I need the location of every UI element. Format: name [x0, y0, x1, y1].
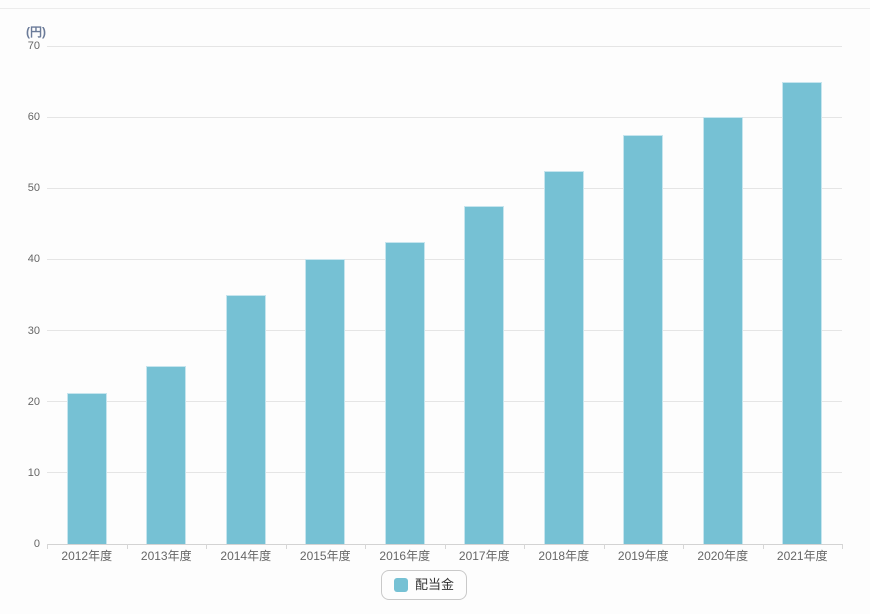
y-tick-label-0: 0	[33, 538, 40, 550]
x-tick-label-2019年度: 2019年度	[617, 549, 669, 563]
legend-item-dividend[interactable]: 配当金	[381, 570, 468, 600]
x-tick-label-2012年度: 2012年度	[61, 549, 113, 563]
legend-swatch-icon	[394, 578, 408, 592]
y-tick-label-50: 50	[27, 182, 40, 195]
y-tick-label-40: 40	[27, 253, 40, 266]
legend-label: 配当金	[415, 577, 455, 592]
x-tick-label-2017年度: 2017年度	[458, 549, 510, 563]
bar-2013年度[interactable]	[146, 366, 187, 544]
y-tick-label-70: 70	[27, 40, 40, 52]
gridline-y-60	[47, 116, 842, 118]
bar-2016年度[interactable]	[384, 241, 425, 544]
gridline-y-20	[47, 401, 842, 403]
bar-2018年度[interactable]	[543, 170, 584, 544]
y-tick-label-60: 60	[27, 111, 40, 124]
bar-2014年度[interactable]	[225, 295, 266, 544]
top-divider	[0, 8, 870, 9]
x-tick-label-2014年度: 2014年度	[220, 549, 272, 563]
gridline-y-70	[47, 45, 842, 47]
y-tick-label-30: 30	[27, 324, 40, 337]
gridline-y-50	[47, 187, 842, 189]
x-axis-tick	[365, 544, 366, 549]
x-axis-tick	[603, 544, 605, 549]
x-axis-tick	[206, 544, 207, 549]
x-axis-tick	[47, 544, 48, 549]
bar-2020年度[interactable]	[702, 117, 743, 544]
bar-2017年度[interactable]	[464, 206, 505, 544]
bar-2019年度[interactable]	[623, 134, 664, 544]
x-axis-tick	[444, 544, 446, 549]
bar-2012年度[interactable]	[66, 392, 107, 544]
y-tick-label-20: 20	[27, 395, 40, 408]
x-tick-label-2018年度: 2018年度	[538, 549, 590, 563]
gridline-y-40	[47, 258, 842, 260]
x-axis-tick	[524, 544, 525, 549]
x-tick-label-2020年度: 2020年度	[697, 549, 749, 563]
x-tick-label-2015年度: 2015年度	[299, 549, 351, 563]
bar-2015年度[interactable]	[305, 259, 346, 544]
x-tick-label-2016年度: 2016年度	[379, 549, 431, 563]
x-axis-tick	[285, 544, 287, 549]
gridline-y-10	[47, 472, 842, 474]
y-tick-label-10: 10	[27, 466, 40, 479]
y-axis-title: (円)	[26, 25, 46, 39]
x-tick-label-2021年度: 2021年度	[776, 549, 828, 563]
bar-2021年度[interactable]	[782, 81, 823, 544]
gridline-y-30	[47, 330, 842, 332]
x-axis-tick	[126, 544, 128, 549]
x-tick-label-2013年度: 2013年度	[140, 549, 192, 563]
x-axis-tick	[762, 544, 764, 549]
x-axis-tick	[683, 544, 684, 549]
x-axis-tick	[842, 544, 843, 549]
